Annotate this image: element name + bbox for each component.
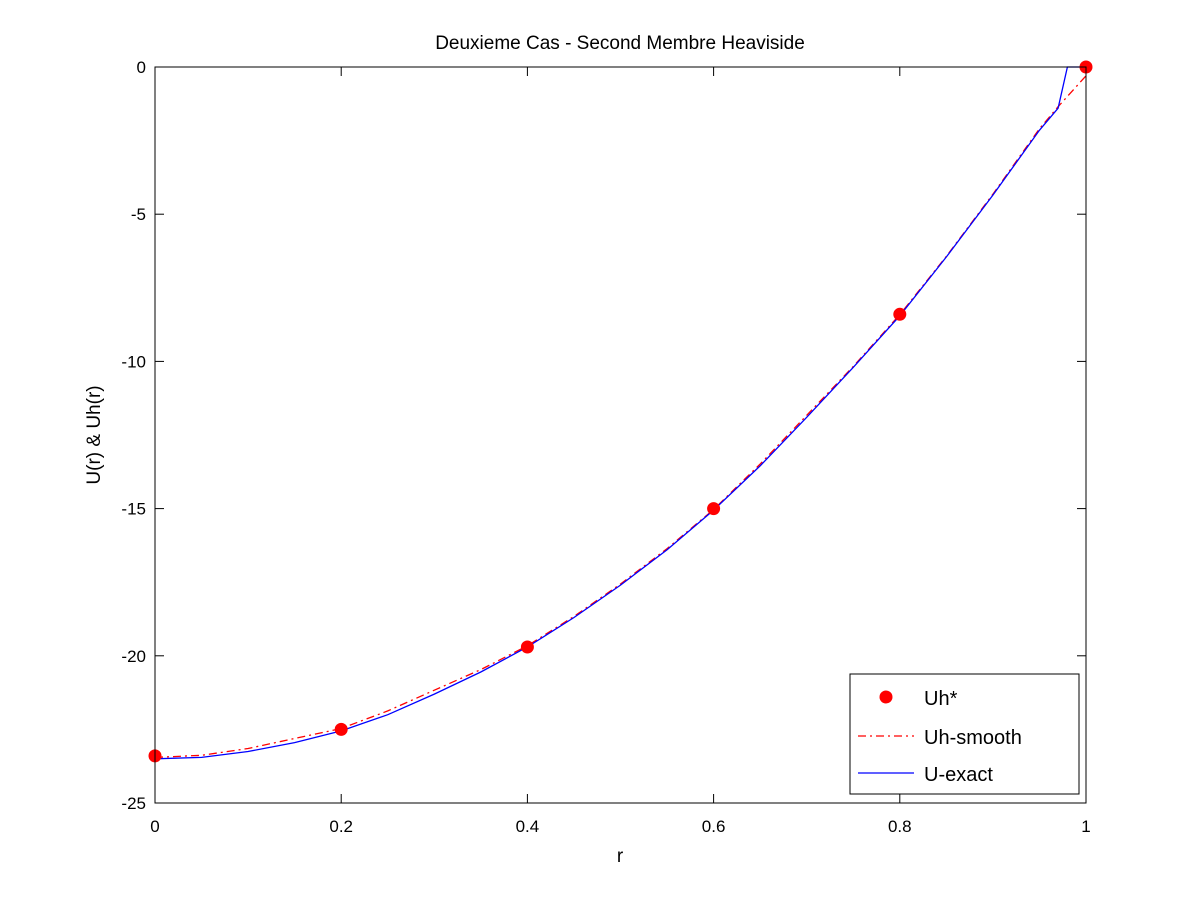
data-point-uh-star (893, 307, 907, 321)
chart-title: Deuxieme Cas - Second Membre Heaviside (435, 33, 805, 54)
x-tick-label: 0.2 (329, 817, 353, 836)
y-tick-label: -5 (131, 205, 146, 224)
x-axis: 0 0.2 0.4 0.6 0.8 1 (150, 67, 1091, 836)
x-axis-label: r (617, 846, 624, 867)
y-axis-label: U(r) & Uh(r) (84, 385, 105, 484)
legend-label-u-exact: U-exact (924, 764, 993, 786)
y-tick-label: -10 (121, 352, 146, 371)
data-point-uh-star (520, 640, 534, 654)
x-tick-label: 1 (1081, 817, 1090, 836)
y-tick-label: -20 (121, 647, 146, 666)
y-tick-label: 0 (137, 58, 146, 77)
x-tick-label: 0.8 (888, 817, 912, 836)
data-point-uh-star (707, 502, 721, 516)
series-layer (148, 60, 1093, 763)
y-tick-label: -25 (121, 794, 146, 813)
legend-label-uh-star: Uh* (924, 688, 958, 710)
legend-swatch-uh-star (879, 690, 893, 704)
legend: Uh* Uh-smooth U-exact (849, 673, 1080, 795)
x-tick-label: 0 (150, 817, 159, 836)
x-tick-label: 0.6 (702, 817, 726, 836)
series-line-uh-smooth (154, 75, 1087, 759)
y-tick-label: -15 (121, 500, 146, 519)
y-axis: 0 -5 -10 -15 -20 -25 (121, 58, 1086, 813)
series-line-u-exact (154, 66, 1086, 760)
plot-frame (154, 66, 1087, 804)
x-tick-label: 0.4 (516, 817, 540, 836)
data-point-uh-star (334, 722, 348, 736)
legend-label-uh-smooth: Uh-smooth (924, 727, 1022, 749)
